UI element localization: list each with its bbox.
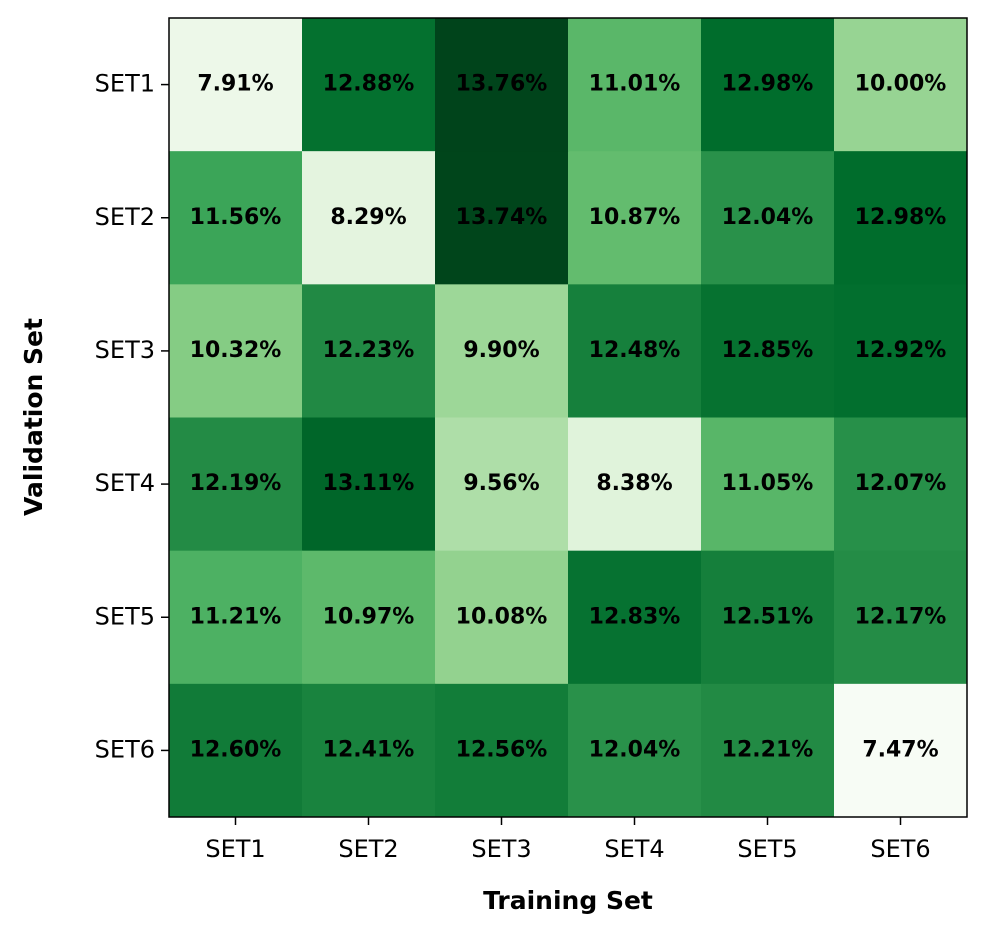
- heatmap-cell: [302, 151, 436, 285]
- heatmap-cell: [701, 683, 835, 818]
- cell-label: 12.85%: [722, 338, 814, 363]
- x-tick-label: SET3: [471, 835, 531, 863]
- heatmap-cell: [435, 550, 569, 685]
- y-tick-label: SET4: [95, 469, 155, 497]
- cell-label: 12.51%: [722, 604, 814, 629]
- x-tick-label: SET1: [205, 835, 265, 863]
- cell-label: 12.21%: [722, 737, 814, 762]
- cell-label: 10.08%: [456, 604, 548, 629]
- cell-label: 7.47%: [862, 737, 938, 762]
- heatmap-cell: [834, 18, 968, 152]
- cell-label: 7.91%: [197, 72, 273, 97]
- y-tick-label: SET2: [95, 203, 155, 231]
- heatmap-cell: [834, 683, 968, 818]
- heatmap-cell: [302, 550, 436, 685]
- heatmap-cell: [834, 417, 968, 552]
- y-tick-label: SET1: [95, 70, 155, 98]
- cell-label: 12.23%: [323, 338, 415, 363]
- heatmap-cell: [834, 151, 968, 285]
- cell-label: 13.11%: [323, 471, 415, 496]
- cell-label: 12.04%: [722, 205, 814, 230]
- cell-label: 10.32%: [190, 338, 282, 363]
- heatmap-cell: [701, 550, 835, 685]
- heatmap-cell: [302, 18, 436, 152]
- cell-label: 10.87%: [589, 205, 681, 230]
- cell-label: 12.92%: [855, 338, 947, 363]
- x-tick-label: SET5: [737, 835, 797, 863]
- cell-label: 12.17%: [855, 604, 947, 629]
- heatmap-cell: [568, 683, 702, 818]
- cell-label: 12.48%: [589, 338, 681, 363]
- heatmap-cell: [568, 550, 702, 685]
- y-tick-label: SET5: [95, 602, 155, 630]
- heatmap-cell: [568, 417, 702, 552]
- cell-label: 8.29%: [330, 205, 406, 230]
- cell-label: 11.05%: [722, 471, 814, 496]
- cell-label: 12.56%: [456, 737, 548, 762]
- cell-label: 12.98%: [722, 72, 814, 97]
- cell-label: 9.90%: [463, 338, 539, 363]
- heatmap-cell: [701, 417, 835, 552]
- heatmap-cell: [834, 550, 968, 685]
- x-tick-label: SET4: [604, 835, 664, 863]
- heatmap-cell: [435, 417, 569, 552]
- heatmap-cell: [435, 683, 569, 818]
- heatmap-cell: [568, 284, 702, 418]
- heatmap-cell: [169, 284, 303, 418]
- cell-label: 12.98%: [855, 205, 947, 230]
- y-tick-label: SET3: [95, 336, 155, 364]
- heatmap-cell: [568, 151, 702, 285]
- cell-label: 8.38%: [596, 471, 672, 496]
- cell-label: 10.00%: [855, 72, 947, 97]
- cell-label: 10.97%: [323, 604, 415, 629]
- cell-label: 11.21%: [190, 604, 282, 629]
- heatmap-cell: [169, 151, 303, 285]
- heatmap-cell: [568, 18, 702, 152]
- heatmap-cell: [302, 417, 436, 552]
- heatmap-cell: [834, 284, 968, 418]
- x-tick-label: SET2: [338, 835, 398, 863]
- heatmap-cell: [169, 550, 303, 685]
- heatmap-cell: [302, 683, 436, 818]
- x-tick-label: SET6: [870, 835, 930, 863]
- heatmap-cell: [169, 683, 303, 818]
- heatmap-cell: [701, 151, 835, 285]
- cell-label: 13.74%: [456, 205, 548, 230]
- cell-label: 12.88%: [323, 72, 415, 97]
- heatmap-cell: [302, 284, 436, 418]
- cell-label: 12.83%: [589, 604, 681, 629]
- heatmap-cell: [169, 18, 303, 152]
- heatmap-cell: [701, 18, 835, 152]
- cell-label: 12.07%: [855, 471, 947, 496]
- cell-label: 11.01%: [589, 72, 681, 97]
- cell-label: 12.19%: [190, 471, 282, 496]
- heatmap-cell: [701, 284, 835, 418]
- heatmap-cell: [435, 151, 569, 285]
- y-tick-label: SET6: [95, 735, 155, 763]
- cell-label: 11.56%: [190, 205, 282, 230]
- x-axis-title: Training Set: [483, 886, 653, 915]
- heatmap-cell: [435, 284, 569, 418]
- cell-label: 12.41%: [323, 737, 415, 762]
- cell-label: 13.76%: [456, 72, 548, 97]
- heatmap-cell: [435, 18, 569, 152]
- cell-label: 12.04%: [589, 737, 681, 762]
- cell-label: 9.56%: [463, 471, 539, 496]
- cell-label: 12.60%: [190, 737, 282, 762]
- y-axis-title: Validation Set: [19, 318, 48, 516]
- plot-frame: [168, 17, 968, 818]
- heatmap-cell: [169, 417, 303, 552]
